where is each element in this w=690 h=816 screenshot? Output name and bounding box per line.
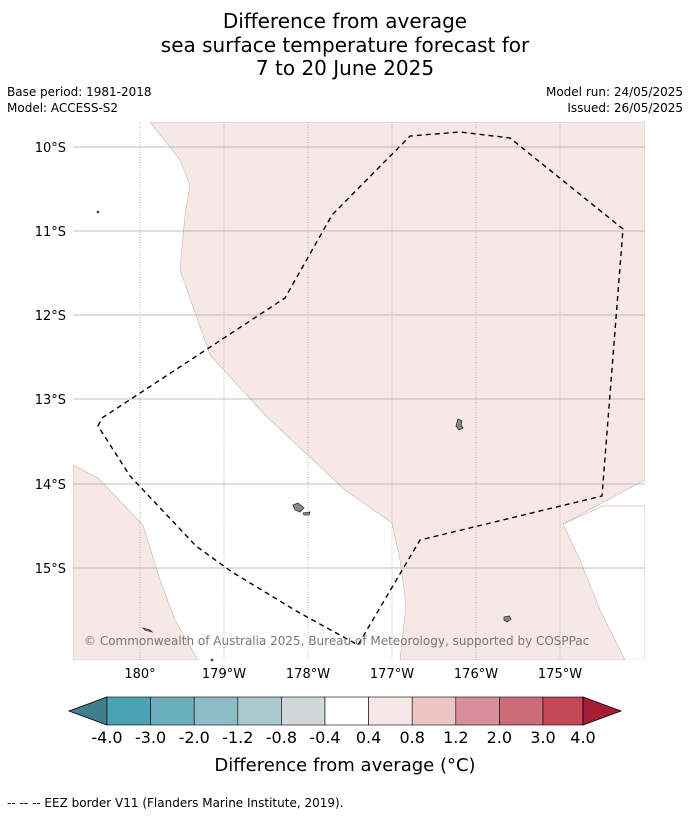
islands [96,210,512,662]
lon-label: 175°W [538,667,582,682]
island-b [292,502,305,513]
colorbar-segment [368,696,413,726]
lon-label: 180° [124,667,155,682]
lon-label: 177°W [370,667,414,682]
lat-label: 11°S [35,225,66,240]
lat-label: 15°S [35,562,66,577]
lon-label: 178°W [286,667,330,682]
colorbar-segment [324,696,369,726]
lat-label: 12°S [35,309,66,324]
issued-date: Issued: 26/05/2025 [567,101,683,115]
lon-label: 179°W [202,667,246,682]
colorbar-title: Difference from average (°C) [214,755,476,776]
lat-label: 10°S [35,141,66,156]
colorbar-tick-label: 0.4 [355,728,382,747]
latitude-labels: 10°S 11°S 12°S 13°S 14°S 15°S [35,141,66,577]
meta-left: Base period: 1981-2018 Model: ACCESS-S2 [7,84,152,116]
colorbar-segment [499,696,544,726]
colorbar-tick-label: 3.0 [530,728,556,747]
colorbar-tick-label: -4.0 [91,728,123,747]
map-panel: © Commonwealth of Australia 2025, Bureau… [35,122,645,682]
colorbar-segment [150,696,195,726]
colorbar-tick-label: 0.8 [399,728,425,747]
map-title-line1: Difference from average [222,9,468,33]
graticule [73,122,645,660]
colorbar [67,696,623,726]
colorbar-tick-label: -1.2 [222,728,254,747]
colorbar-segment [281,696,326,726]
eez-legend-note: -- -- -- EEZ border V11 (Flanders Marine… [7,796,344,810]
anomaly-region-southwest [73,464,199,660]
colorbar-arrow-high [582,696,623,726]
map-title-line3: 7 to 20 June 2025 [255,56,435,80]
colorbar-tick-label: -0.8 [265,728,297,747]
base-period: Base period: 1981-2018 [7,85,152,99]
lon-label: 176°W [454,667,498,682]
colorbar-tick-label: -0.4 [309,728,341,747]
colorbar-segment [455,696,500,726]
island-g [210,658,214,662]
island-a [455,418,464,431]
colorbar-arrow-low [67,696,108,726]
eez-border [97,131,624,646]
colorbar-tick-label: 1.2 [443,728,469,747]
island-c [302,511,311,516]
island-d [503,615,512,623]
colorbar-tick-label: -2.0 [178,728,210,747]
lat-label: 13°S [35,393,66,408]
longitude-labels: 180° 179°W 178°W 177°W 176°W 175°W [124,667,582,682]
colorbar-segment [411,696,457,726]
meta-right: Model run: 24/05/2025 Issued: 26/05/2025 [546,84,683,116]
colorbar-tick-label: -3.0 [134,728,167,747]
copyright-notice: © Commonwealth of Australia 2025, Bureau… [84,634,589,648]
island-f [96,210,100,214]
model-run: Model run: 24/05/2025 [545,85,683,99]
colorbar-tick-label: 2.0 [486,728,513,747]
lat-label: 14°S [35,478,66,493]
colorbar-segment [237,696,282,726]
island-e [141,627,154,633]
colorbar-segment [106,696,151,726]
colorbar-tick-label: 4.0 [570,728,596,747]
model-name: Model: ACCESS-S2 [7,101,119,115]
ocean-cut-east [562,505,645,660]
colorbar-segment [193,696,239,726]
map-title-line2: sea surface temperature forecast for [160,33,530,57]
colorbar-segment [542,696,584,726]
